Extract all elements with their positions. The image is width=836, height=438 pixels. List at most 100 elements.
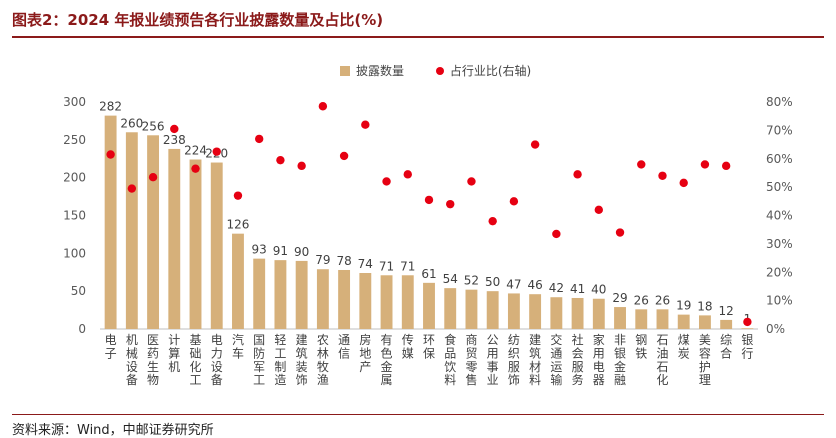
bar [316, 269, 329, 329]
bar-value-label: 256 [142, 119, 165, 133]
category-label: 煤炭 [678, 333, 690, 360]
bar [571, 297, 584, 329]
share-dot [658, 171, 667, 180]
left-axis-tick-label: 300 [63, 95, 86, 109]
right-axis-tick-label: 40% [766, 209, 793, 223]
category-label: 农林牧渔 [317, 333, 329, 387]
legend-item-dots: 占行业比(右轴) [435, 62, 531, 79]
category-label: 传媒 [402, 332, 414, 360]
legend-item-bars: 披露数量 [340, 62, 404, 79]
category-label: 银行 [741, 333, 753, 360]
bar-value-label: 42 [549, 281, 564, 295]
bar-value-label: 12 [719, 304, 734, 318]
bar [444, 288, 457, 329]
legend-bar-swatch [340, 66, 350, 76]
left-axis-tick-label: 50 [71, 284, 86, 298]
bar-value-label: 50 [485, 275, 500, 289]
bar-value-label: 79 [315, 253, 330, 267]
bar-value-label: 126 [227, 218, 250, 232]
right-axis-tick-label: 10% [766, 294, 793, 308]
bar-value-label: 93 [252, 243, 267, 257]
bar [614, 307, 626, 329]
bar-value-label: 19 [676, 299, 691, 313]
bar [507, 293, 520, 329]
combo-chart: 0 50 100 150 200 250 300 0% 10% 20% 30% 40% 50% 60% 70… [63, 95, 793, 387]
category-label: 环保 [423, 333, 435, 360]
bar [232, 233, 244, 329]
left-axis-tick-label: 150 [63, 209, 86, 223]
bar [677, 314, 690, 329]
share-dot [254, 134, 264, 144]
category-label: 电子 [105, 333, 117, 360]
bar-value-label: 91 [273, 244, 288, 258]
footer-rule [12, 414, 824, 415]
bar [486, 291, 499, 329]
bar-value-label: 26 [655, 293, 670, 307]
category-label: 建筑装饰 [296, 333, 308, 387]
bar [189, 159, 202, 329]
share-dot [424, 195, 434, 205]
title-rule [12, 36, 824, 38]
category-label: 交通运输 [550, 332, 562, 387]
right-axis-tick-label: 0% [766, 322, 785, 336]
category-label: 医药生物 [147, 333, 159, 387]
share-dot [212, 147, 221, 156]
bar [550, 297, 563, 329]
left-axis-tick-label: 200 [63, 171, 86, 185]
bar [274, 260, 287, 329]
category-label: 机械设备 [126, 333, 138, 387]
bar [635, 309, 648, 329]
bar [168, 148, 181, 329]
share-dot [700, 160, 710, 169]
category-label: 非银金融 [614, 333, 626, 387]
bar [401, 275, 414, 329]
right-axis-tick-label: 60% [766, 152, 793, 166]
share-dot [743, 317, 752, 327]
share-dot [297, 161, 306, 171]
bar [147, 135, 160, 329]
category-label: 轻工制造 [274, 333, 286, 387]
share-dot [127, 184, 137, 193]
bar-value-label: 90 [294, 245, 309, 259]
category-label: 纺织服饰 [508, 333, 520, 387]
bar-value-label: 52 [464, 274, 479, 288]
bar [253, 258, 266, 329]
share-dot [276, 155, 285, 165]
category-label: 石油石化 [656, 333, 668, 387]
legend-dot-swatch [435, 67, 444, 75]
bar-value-label: 224 [184, 144, 207, 158]
bar-value-label: 54 [443, 272, 458, 286]
category-label: 通信 [338, 333, 350, 360]
share-dot [615, 228, 625, 237]
bar-value-label: 29 [612, 291, 627, 305]
category-label: 钢铁 [635, 333, 647, 360]
bar-value-label: 46 [527, 278, 542, 292]
category-label: 公用事业 [487, 333, 499, 387]
figure-title: 图表2：2024 年报业绩预告各行业披露数量及占比(%) [12, 11, 384, 29]
share-dot [403, 170, 412, 179]
left-axis-tick-label: 0 [78, 322, 86, 336]
category-label: 有色金属 [381, 333, 393, 387]
share-dot [488, 216, 497, 226]
category-label: 家用电器 [593, 332, 605, 387]
bar [720, 319, 733, 329]
left-axis-tick-label: 100 [63, 246, 86, 260]
share-dot [361, 120, 370, 129]
bar-value-label: 47 [506, 277, 521, 291]
share-dot [170, 124, 179, 134]
share-dot [530, 140, 540, 149]
category-label: 计算机 [168, 333, 180, 374]
share-dot [573, 170, 582, 179]
bar [465, 289, 478, 329]
chart-legend: 披露数量 占行业比(右轴) [340, 62, 559, 79]
bar-value-label: 282 [99, 100, 122, 114]
bar-value-label: 78 [336, 254, 351, 268]
right-axis-tick-label: 30% [766, 237, 793, 251]
share-dot [339, 151, 349, 161]
bar-value-label: 26 [634, 293, 649, 307]
bar [125, 132, 138, 329]
share-dot [637, 160, 646, 169]
category-label: 商贸零售 [465, 332, 477, 387]
category-label: 建筑材料 [529, 333, 541, 387]
bar-value-label: 71 [400, 259, 415, 273]
